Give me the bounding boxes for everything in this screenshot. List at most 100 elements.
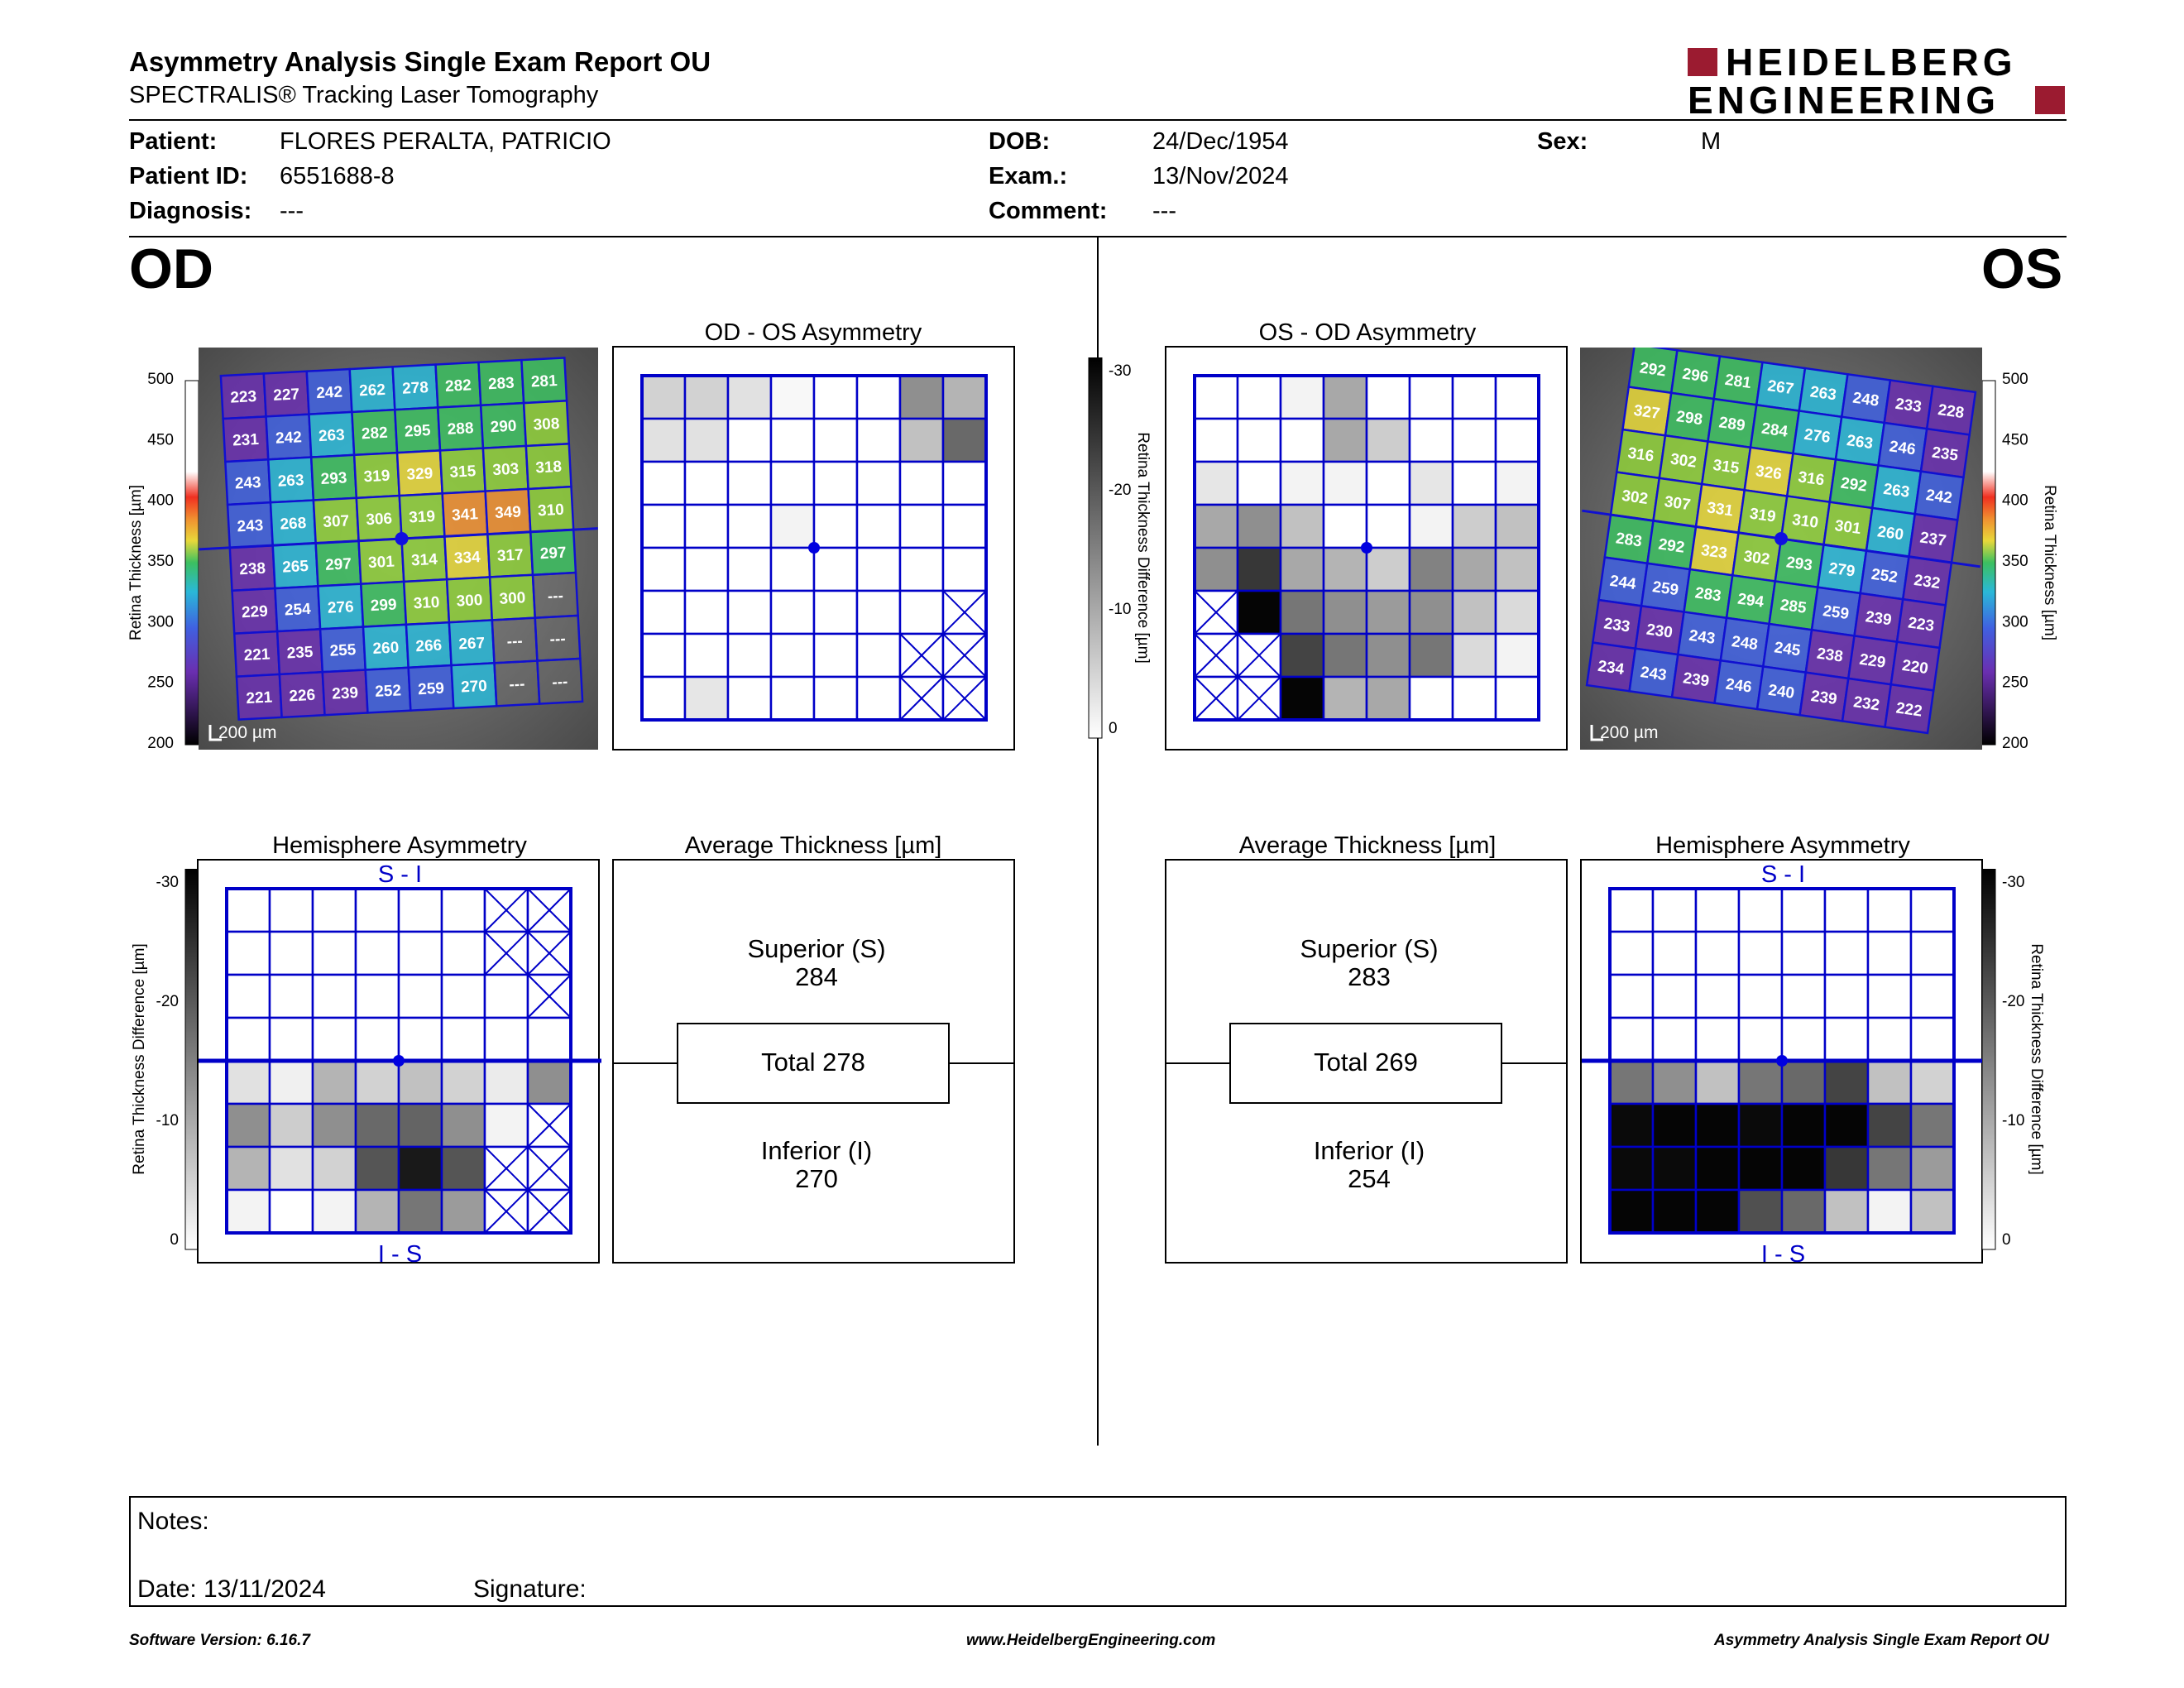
os-asym-cell (1451, 460, 1497, 506)
od-hemi-cell (311, 887, 357, 933)
od-hemi-cell (354, 1145, 400, 1192)
od-asym-cell (726, 675, 773, 722)
od-total-label: Total 278 (761, 1048, 865, 1077)
od-hemi-cell (311, 973, 357, 1019)
os-asym-cell (1193, 460, 1239, 506)
os-hemi-cell (1780, 1145, 1827, 1192)
os-thickness-value: 293 (1785, 554, 1813, 574)
od-asym-cell (812, 546, 859, 592)
od-hemi-cell (268, 930, 314, 976)
od-hemi-cell (268, 887, 314, 933)
od-asym-cell (855, 417, 902, 463)
od-asym-cell (640, 632, 687, 679)
os-hemi-cell (1780, 973, 1827, 1019)
od-thickness-value: 282 (361, 424, 388, 444)
od-asym-cell (640, 417, 687, 463)
od-thickness-value: --- (547, 587, 563, 606)
od-asym-cell (726, 503, 773, 549)
od-hemi-cell (483, 1016, 529, 1062)
os-asym-cell (1322, 546, 1368, 592)
notes-box[interactable]: Notes: Date: 13/11/2024 Signature: (129, 1496, 2067, 1607)
os-label: OS (1981, 237, 2063, 300)
os-hemi-cell (1737, 973, 1784, 1019)
os-asym-cell (1322, 589, 1368, 635)
os-hemi-cell (1866, 930, 1913, 976)
exam-label: Exam.: (989, 163, 1068, 189)
os-thickness-value: 235 (1931, 444, 1960, 464)
od-hemi-diff-tick: -20 (156, 993, 179, 1010)
os-thickness-value: 315 (1712, 457, 1741, 477)
os-asym-cell (1236, 546, 1282, 592)
os-asym-grid-svg (1193, 374, 1540, 722)
od-hemi-cell (311, 930, 357, 976)
od-label: OD (129, 237, 213, 300)
os-thickness-value: 245 (1773, 639, 1802, 659)
os-thickness-value: 307 (1664, 493, 1692, 514)
od-thickness-value: 297 (539, 544, 567, 563)
website-link[interactable]: www.HeidelbergEngineering.com (966, 1632, 1216, 1649)
od-hemi-cell (311, 1102, 357, 1149)
od-hemi-cell (440, 1059, 486, 1105)
os-asym-cell (1322, 374, 1368, 420)
od-fovea-marker (395, 532, 409, 545)
os-hemi-diff-tick: -30 (2002, 874, 2024, 891)
od-asym-cell (726, 460, 773, 506)
od-asym-cell (855, 460, 902, 506)
os-hemi-diff-tick: 0 (2002, 1231, 2011, 1249)
os-thickness-cell (1884, 683, 1935, 735)
os-asym-cell (1236, 503, 1282, 549)
od-thickness-value: 260 (372, 639, 400, 658)
os-hemi-cell (1909, 1059, 1956, 1105)
od-thickness-value: 303 (492, 460, 520, 479)
od-hemi-cell (440, 1016, 486, 1062)
os-hemi-diff-scale-label: Retina Thickness Difference [µm] (2028, 943, 2045, 1175)
os-thickness-value: 239 (1865, 608, 1893, 629)
od-asym-cell (683, 503, 730, 549)
center-diff-tick: -20 (1109, 482, 1131, 499)
od-asym-cell (769, 417, 816, 463)
od-hemi-cell (225, 930, 271, 976)
od-thickness-value: 267 (458, 635, 486, 654)
os-superior-value: 283 (1348, 962, 1391, 991)
os-thickness-value: 239 (1682, 669, 1710, 690)
od-asym-cell (769, 632, 816, 679)
od-asym-cell (640, 589, 687, 635)
od-thickness-value: 329 (406, 465, 433, 484)
od-thickness-cell (536, 657, 584, 705)
os-inferior-label: Inferior (I) (1313, 1136, 1425, 1165)
os-thickness-value: 289 (1717, 414, 1746, 434)
od-asym-cell (683, 589, 730, 635)
od-hemi-cell (311, 1145, 357, 1192)
od-hemi-diff-colorbar (184, 869, 199, 1250)
od-asym-excluded-mark (942, 676, 987, 721)
od-asym-cell (855, 632, 902, 679)
os-thickness-value: 243 (1688, 627, 1716, 648)
os-hemisphere-title: Hemisphere Asymmetry (1655, 832, 1910, 859)
od-thickness-value: 243 (237, 517, 264, 536)
os-thickness-value: 310 (1791, 511, 1819, 532)
od-superior-value: 284 (795, 962, 838, 991)
od-asym-cell (683, 417, 730, 463)
od-hemi-cell (397, 930, 443, 976)
os-hemi-cell (1823, 973, 1870, 1019)
os-asym-cell (1451, 546, 1497, 592)
os-asym-cell (1279, 460, 1325, 506)
od-hemi-excluded-mark (484, 931, 529, 976)
od-hemi-cell (397, 1145, 443, 1192)
od-asym-cell (898, 417, 945, 463)
os-asymmetry-title: OS - OD Asymmetry (1258, 319, 1477, 346)
os-thickness-value: 263 (1809, 383, 1837, 404)
od-hemi-excluded-mark (484, 1146, 529, 1191)
os-asym-cell (1365, 632, 1411, 679)
od-hemi-cell (311, 1016, 357, 1062)
center-diff-scale-label: Retina Thickness Difference [µm] (1134, 432, 1152, 664)
od-hemi-cell (440, 973, 486, 1019)
od-hemi-excluded-mark (484, 888, 529, 933)
os-thickness-value: 252 (1870, 566, 1899, 587)
od-hemi-cell (225, 1059, 271, 1105)
od-hemi-cell (311, 1059, 357, 1105)
os-average-title: Average Thickness [µm] (1238, 832, 1497, 859)
os-asym-cell (1365, 417, 1411, 463)
os-asym-excluded-mark (1237, 676, 1281, 721)
od-hemi-grid-svg: S - I I - S (199, 861, 601, 1265)
